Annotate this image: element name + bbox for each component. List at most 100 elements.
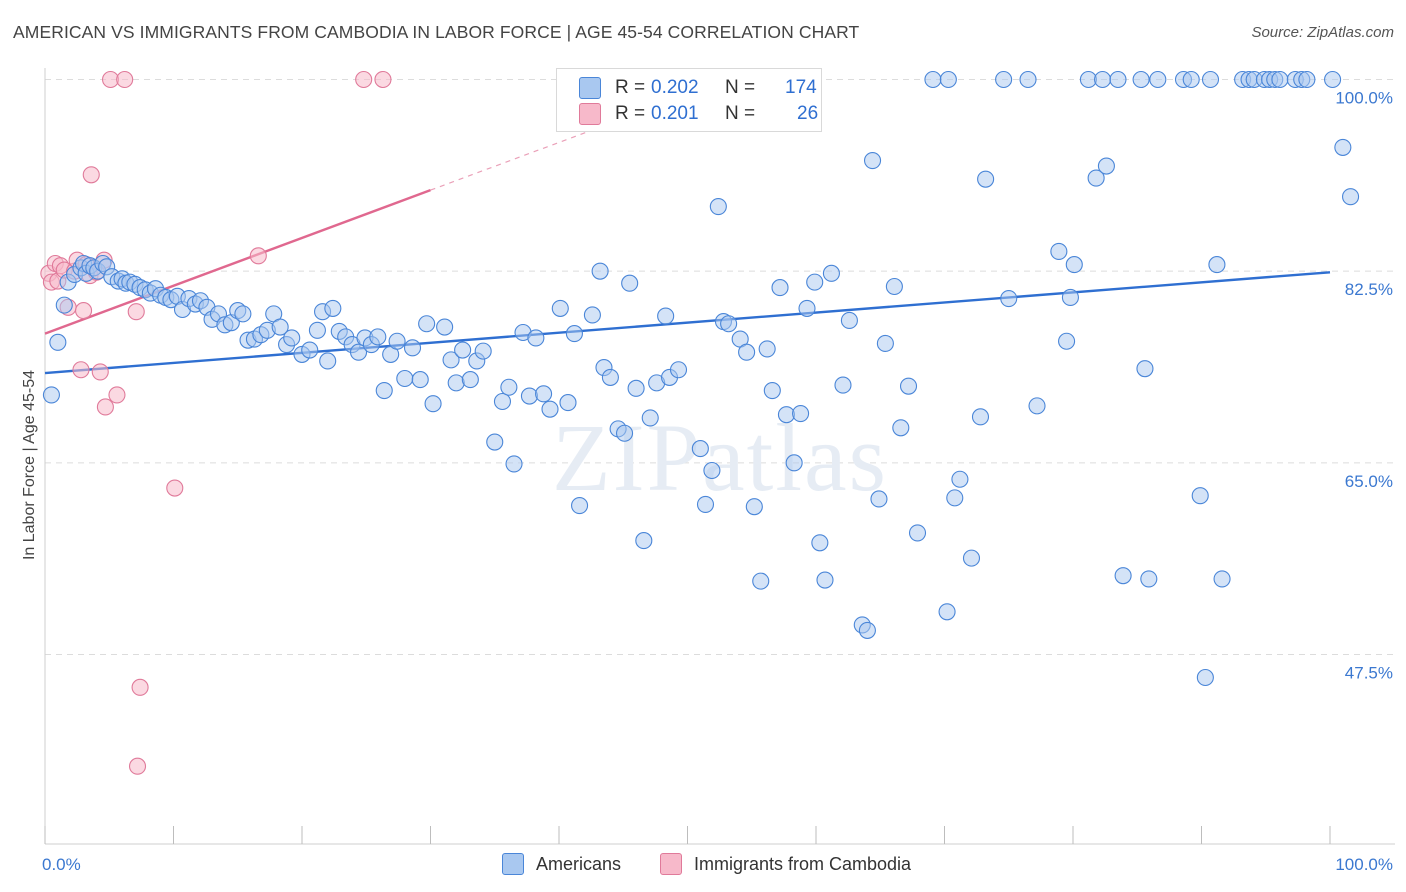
americans-point xyxy=(324,299,342,317)
americans-point xyxy=(1094,70,1112,89)
americans-point xyxy=(396,369,414,388)
americans-point xyxy=(870,490,888,508)
americans-point xyxy=(271,318,289,336)
americans-point xyxy=(938,603,956,621)
cambodia-points xyxy=(40,70,392,775)
bottom-legend-americans: Americans xyxy=(502,853,621,875)
americans-point xyxy=(591,262,609,280)
americans-point xyxy=(863,151,882,170)
americans-point xyxy=(403,339,422,357)
legend-r-value: 0.202 xyxy=(651,77,699,98)
americans-point xyxy=(565,325,583,343)
americans-point xyxy=(738,343,756,361)
americans-point xyxy=(411,371,429,389)
americans-point xyxy=(858,621,876,639)
americans-point xyxy=(615,424,634,442)
bottom-legend: Americans Immigrants from Cambodia xyxy=(0,853,1406,877)
americans-point xyxy=(505,455,523,473)
americans-point xyxy=(500,378,518,396)
americans-point xyxy=(49,333,67,351)
legend-r-label: R = xyxy=(615,77,646,98)
americans-point xyxy=(461,371,479,389)
americans-point xyxy=(527,329,545,347)
americans-point xyxy=(669,361,688,379)
legend-r-label: R = xyxy=(615,103,646,124)
americans-point xyxy=(319,352,337,370)
americans-point xyxy=(447,374,465,392)
americans-point xyxy=(308,321,326,339)
americans-point xyxy=(493,392,512,411)
americans-point xyxy=(559,394,577,412)
y-axis-label-wrap: In Labor Force | Age 45-54 xyxy=(12,340,48,590)
americans-point xyxy=(1208,256,1226,274)
americans-point xyxy=(696,495,715,514)
americans-point xyxy=(939,70,957,89)
americans-point xyxy=(816,571,834,589)
americans-point xyxy=(571,496,589,515)
americans-point xyxy=(720,315,738,333)
americans-point xyxy=(798,299,816,317)
legend-swatch-cambodia xyxy=(579,103,601,125)
americans-point xyxy=(1213,570,1231,588)
chart-title: AMERICAN VS IMMIGRANTS FROM CAMBODIA IN … xyxy=(13,22,860,42)
y-tick-label: 82.5% xyxy=(1345,280,1393,299)
legend-n-value: 174 xyxy=(785,77,817,98)
americans-point xyxy=(962,549,981,567)
legend-n-label: N = xyxy=(725,103,756,124)
americans-point xyxy=(1196,668,1214,687)
axes xyxy=(44,68,1395,845)
legend-r-value: 0.201 xyxy=(651,103,699,124)
cambodia-point xyxy=(116,70,134,89)
americans-point xyxy=(777,406,795,424)
legend-n-label: N = xyxy=(725,77,756,98)
bottom-legend-label-americans: Americans xyxy=(536,853,622,874)
americans-point xyxy=(1271,70,1289,89)
americans-point xyxy=(971,408,990,426)
americans-point xyxy=(621,274,639,292)
americans-point xyxy=(691,440,709,458)
americans-point xyxy=(1000,289,1018,308)
americans-point xyxy=(1028,397,1046,415)
americans-point xyxy=(709,197,727,216)
americans-point xyxy=(283,329,301,347)
americans-point xyxy=(1140,570,1158,588)
americans-point xyxy=(42,386,60,404)
americans-point xyxy=(995,70,1013,89)
bottom-legend-swatch-americans xyxy=(502,853,524,875)
americans-point xyxy=(703,461,721,480)
americans-point xyxy=(55,296,73,314)
americans-point xyxy=(840,311,858,330)
americans-point xyxy=(946,489,964,507)
americans-point xyxy=(657,307,675,325)
tick-labels: 100.0% 82.5% 65.0% 47.5% 0.0% 100.0% xyxy=(42,89,1393,875)
americans-point xyxy=(1065,256,1083,274)
americans-point xyxy=(892,419,910,437)
americans-point xyxy=(486,433,504,451)
cambodia-point xyxy=(374,70,392,89)
americans-point xyxy=(442,351,460,369)
americans-point xyxy=(474,342,492,360)
americans-point xyxy=(1182,70,1200,89)
americans-point xyxy=(908,524,927,542)
cambodia-point xyxy=(128,757,147,775)
americans-point xyxy=(436,318,454,336)
americans-point xyxy=(388,332,406,350)
americans-point xyxy=(418,315,436,333)
americans-point xyxy=(924,70,942,89)
cambodia-point xyxy=(131,678,149,696)
trend-lines xyxy=(44,108,1331,375)
americans-point xyxy=(752,572,770,590)
americans-point xyxy=(1050,242,1068,261)
cambodia-trend-line xyxy=(44,188,431,335)
americans-point xyxy=(1334,138,1352,156)
gridlines xyxy=(45,79,1395,655)
americans-point xyxy=(301,341,319,359)
americans-trend-line xyxy=(44,271,1331,375)
americans-point xyxy=(349,343,368,361)
stats-legend: R = 0.202 N = 174 R = 0.201 N = 26 xyxy=(556,68,822,132)
americans-point xyxy=(1191,487,1209,505)
americans-point xyxy=(535,385,553,403)
americans-point xyxy=(758,340,776,358)
cambodia-point xyxy=(72,361,90,379)
